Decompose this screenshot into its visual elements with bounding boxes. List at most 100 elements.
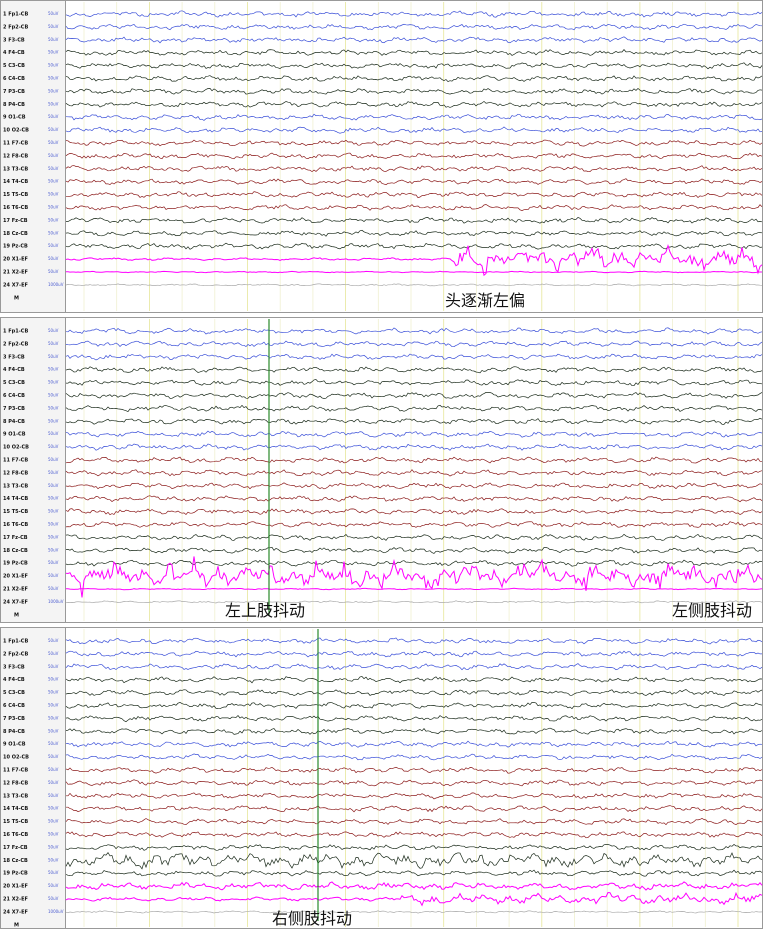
eeg-panel: 1 Fp1-CB 50uV 2 Fp2-CB 50uV 3 F3-CB 50uV 4 F4-… bbox=[1, 1, 763, 313]
channel-label: 6 C4-CB bbox=[3, 393, 25, 399]
channel-scale: 50uV bbox=[48, 638, 59, 643]
channel-label: 9 O1-CB bbox=[3, 742, 26, 748]
channel-label: 10 O2-CB bbox=[3, 128, 29, 134]
channel-scale: 50uV bbox=[48, 101, 59, 106]
channel-label: 7 P3-CB bbox=[3, 716, 25, 722]
channel-label: 7 P3-CB bbox=[3, 89, 25, 95]
channel-label: 18 Cz-CB bbox=[3, 548, 28, 554]
channel-scale: 50uV bbox=[48, 496, 59, 501]
annotation: 头逐渐左偏 bbox=[445, 291, 525, 310]
marker-label: M bbox=[14, 295, 19, 301]
channel-label: 19 Pz-CB bbox=[3, 871, 28, 877]
channel-scale: 50uV bbox=[48, 483, 59, 488]
channel-scale: 50uV bbox=[48, 664, 59, 669]
channel-scale: 50uV bbox=[48, 586, 59, 591]
channel-scale: 50uV bbox=[48, 114, 59, 119]
channel-scale: 50uV bbox=[48, 11, 59, 16]
channel-scale: 50uV bbox=[48, 690, 59, 695]
channel-scale: 50uV bbox=[48, 37, 59, 42]
channel-scale: 50uV bbox=[48, 380, 59, 385]
channel-label: 7 P3-CB bbox=[3, 406, 25, 412]
channel-label: 9 O1-CB bbox=[3, 115, 26, 121]
channel-label: 8 P4-CB bbox=[3, 419, 25, 425]
channel-scale: 50uV bbox=[48, 418, 59, 423]
channel-scale: 50uV bbox=[48, 896, 59, 901]
channel-label: 15 T5-CB bbox=[3, 192, 28, 198]
channel-label: 18 Cz-CB bbox=[3, 858, 28, 864]
channel-scale: 50uV bbox=[48, 651, 59, 656]
channel-label: 14 T4-CB bbox=[3, 496, 28, 502]
channel-label: 15 T5-CB bbox=[3, 819, 28, 825]
channel-label: 1 Fp1-CB bbox=[3, 329, 28, 335]
channel-label: 17 Fz-CB bbox=[3, 535, 28, 541]
channel-label: 17 Fz-CB bbox=[3, 845, 28, 851]
channel-label: 24 X7-EF bbox=[3, 282, 28, 288]
channel-label: 4 F4-CB bbox=[3, 367, 25, 373]
marker-label: M bbox=[14, 922, 19, 928]
channel-label: 20 X1-EF bbox=[3, 884, 28, 890]
channel-label: 10 O2-CB bbox=[3, 445, 29, 451]
channel-scale: 50uV bbox=[48, 341, 59, 346]
channel-scale: 50uV bbox=[48, 457, 59, 462]
channel-label: 3 F3-CB bbox=[3, 354, 25, 360]
channel-label: 14 T4-CB bbox=[3, 179, 28, 185]
channel-label: 2 Fp2-CB bbox=[3, 651, 28, 657]
channel-label: 13 T3-CB bbox=[3, 793, 28, 799]
channel-scale: 50uV bbox=[48, 741, 59, 746]
channel-label: 6 C4-CB bbox=[3, 76, 25, 82]
channel-label: 18 Cz-CB bbox=[3, 231, 28, 237]
channel-scale: 50uV bbox=[48, 870, 59, 875]
channel-label: 1 Fp1-CB bbox=[3, 639, 28, 645]
channel-scale: 50uV bbox=[48, 63, 59, 68]
channel-scale: 50uV bbox=[48, 715, 59, 720]
channel-scale: 1000uV bbox=[48, 909, 64, 914]
channel-scale: 50uV bbox=[48, 573, 59, 578]
channel-label: 16 T6-CB bbox=[3, 205, 28, 211]
channel-label: 24 X7-EF bbox=[3, 909, 28, 915]
channel-scale: 50uV bbox=[48, 431, 59, 436]
channel-label: 5 C3-CB bbox=[3, 380, 25, 386]
channel-label: 3 F3-CB bbox=[3, 37, 25, 43]
channel-label: 14 T4-CB bbox=[3, 806, 28, 812]
channel-scale: 50uV bbox=[48, 367, 59, 372]
channel-scale: 50uV bbox=[48, 88, 59, 93]
channel-scale: 50uV bbox=[48, 269, 59, 274]
channel-scale: 50uV bbox=[48, 217, 59, 222]
eeg-figure: 1 Fp1-CB 50uV 2 Fp2-CB 50uV 3 F3-CB 50uV 4 F4-… bbox=[0, 0, 763, 929]
channel-scale: 50uV bbox=[48, 509, 59, 514]
channel-label: 11 F7-CB bbox=[3, 141, 28, 147]
channel-label: 9 O1-CB bbox=[3, 432, 26, 438]
channel-scale: 50uV bbox=[48, 393, 59, 398]
channel-scale: 50uV bbox=[48, 767, 59, 772]
channel-label: 5 C3-CB bbox=[3, 63, 25, 69]
channel-scale: 50uV bbox=[48, 780, 59, 785]
channel-label: 1 Fp1-CB bbox=[3, 12, 28, 18]
marker-label: M bbox=[14, 612, 19, 618]
channel-scale: 50uV bbox=[48, 405, 59, 410]
channel-label: 21 X2-EF bbox=[3, 587, 28, 593]
channel-label: 19 Pz-CB bbox=[3, 244, 28, 250]
channel-label: 12 F8-CB bbox=[3, 470, 28, 476]
channel-scale: 50uV bbox=[48, 153, 59, 158]
channel-scale: 50uV bbox=[48, 354, 59, 359]
channel-label: 4 F4-CB bbox=[3, 50, 25, 56]
channel-label: 12 F8-CB bbox=[3, 780, 28, 786]
channel-label: 4 F4-CB bbox=[3, 677, 25, 683]
channel-label: 8 P4-CB bbox=[3, 729, 25, 735]
channel-label: 16 T6-CB bbox=[3, 522, 28, 528]
channel-label: 13 T3-CB bbox=[3, 483, 28, 489]
channel-scale: 50uV bbox=[48, 819, 59, 824]
channel-scale: 50uV bbox=[48, 857, 59, 862]
channel-scale: 50uV bbox=[48, 534, 59, 539]
channel-scale: 50uV bbox=[48, 205, 59, 210]
channel-label: 6 C4-CB bbox=[3, 703, 25, 709]
channel-scale: 1000uV bbox=[48, 599, 64, 604]
channel-label: 5 C3-CB bbox=[3, 690, 25, 696]
channel-label: 2 Fp2-CB bbox=[3, 24, 28, 30]
channel-scale: 50uV bbox=[48, 560, 59, 565]
channel-scale: 50uV bbox=[48, 883, 59, 888]
channel-label: 16 T6-CB bbox=[3, 832, 28, 838]
channel-scale: 50uV bbox=[48, 547, 59, 552]
